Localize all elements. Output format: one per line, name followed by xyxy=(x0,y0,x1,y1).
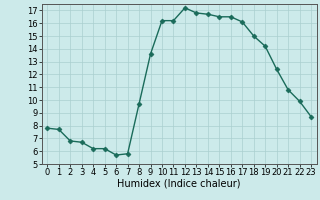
X-axis label: Humidex (Indice chaleur): Humidex (Indice chaleur) xyxy=(117,179,241,189)
